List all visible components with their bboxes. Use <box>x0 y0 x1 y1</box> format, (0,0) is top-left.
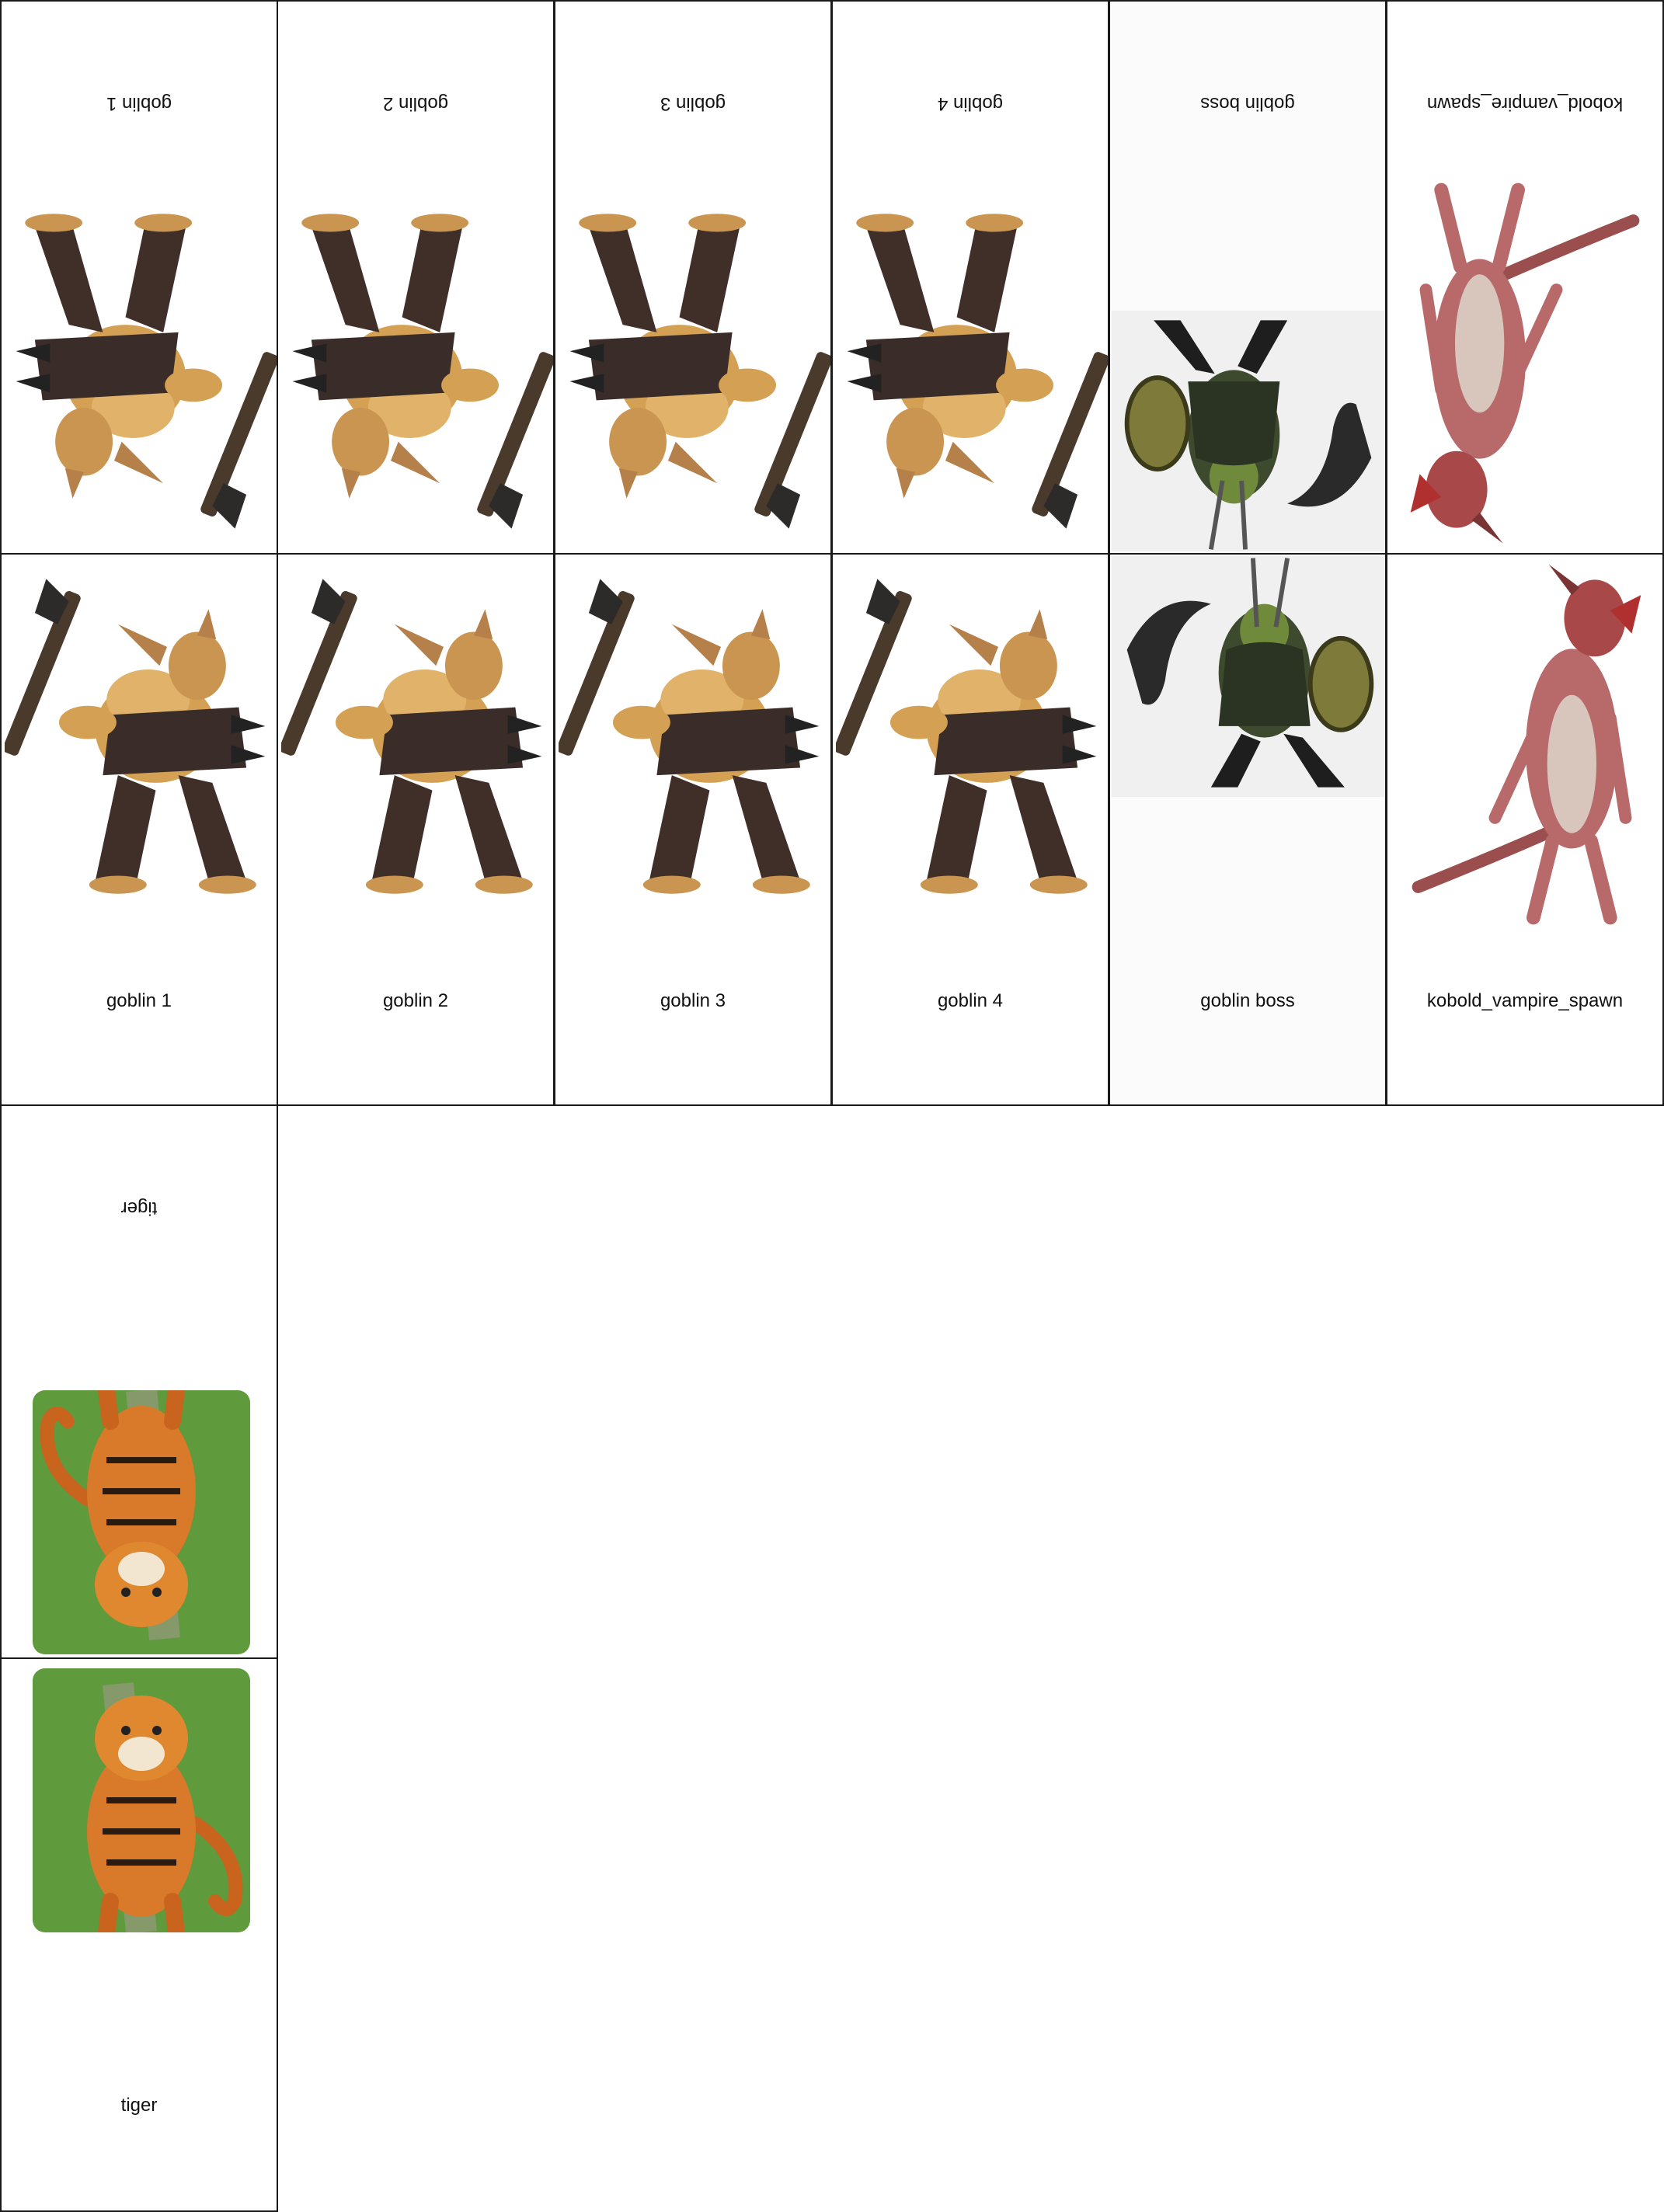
fold-line <box>555 553 830 555</box>
goblin-illustration <box>836 562 1108 943</box>
card-label-mirrored: tiger <box>120 1198 158 1219</box>
card-label-mirrored: goblin boss <box>1200 93 1295 114</box>
fold-line <box>2 553 277 555</box>
token-card-goblin-2[interactable]: goblin 2 goblin 2 <box>277 0 555 1106</box>
card-label-mirrored: goblin 1 <box>106 93 172 114</box>
goblin-illustration <box>5 562 277 943</box>
fold-line <box>1387 553 1662 555</box>
card-label: goblin 1 <box>106 990 172 1011</box>
token-card-goblin-boss[interactable]: goblin boss goblin boss <box>1109 0 1387 1106</box>
card-label: kobold_vampire_spawn <box>1426 990 1624 1011</box>
token-card-kobold-vampire-spawn[interactable]: kobold_vampire_spawn kobold_vampire_spaw… <box>1386 0 1664 1106</box>
token-card-goblin-4[interactable]: goblin 4 goblin 4 <box>831 0 1109 1106</box>
goblin-illustration <box>281 165 553 545</box>
fold-line <box>1110 553 1385 555</box>
card-label-mirrored: goblin 3 <box>660 93 726 114</box>
tiger-illustration <box>33 1668 250 1932</box>
card-label-mirrored: kobold_vampire_spawn <box>1426 93 1624 114</box>
token-card-tiger[interactable]: tiger tiger <box>0 1104 278 2212</box>
goblin-boss-illustration <box>1112 556 1385 797</box>
token-card-goblin-1[interactable]: goblin 1 goblin 1 <box>0 0 278 1106</box>
card-label: goblin 4 <box>937 990 1004 1011</box>
goblin-illustration <box>281 562 553 943</box>
fold-line <box>2 1657 277 1659</box>
card-label: goblin boss <box>1200 990 1295 1011</box>
card-label-mirrored: goblin 2 <box>382 93 449 114</box>
card-label: goblin 2 <box>382 990 449 1011</box>
goblin-illustration <box>559 165 830 545</box>
goblin-illustration <box>836 165 1108 545</box>
goblin-boss-illustration <box>1112 311 1385 551</box>
card-label: tiger <box>120 2095 158 2116</box>
goblin-illustration <box>559 562 830 943</box>
card-label-mirrored: goblin 4 <box>937 93 1004 114</box>
fold-line <box>278 553 553 555</box>
tiger-illustration <box>33 1390 250 1654</box>
fold-line <box>833 553 1108 555</box>
kobold-vampire-spawn-illustration <box>1387 180 1664 545</box>
goblin-illustration <box>5 165 277 545</box>
kobold-vampire-spawn-illustration <box>1387 562 1664 927</box>
token-card-goblin-3[interactable]: goblin 3 goblin 3 <box>554 0 832 1106</box>
card-label: goblin 3 <box>660 990 726 1011</box>
